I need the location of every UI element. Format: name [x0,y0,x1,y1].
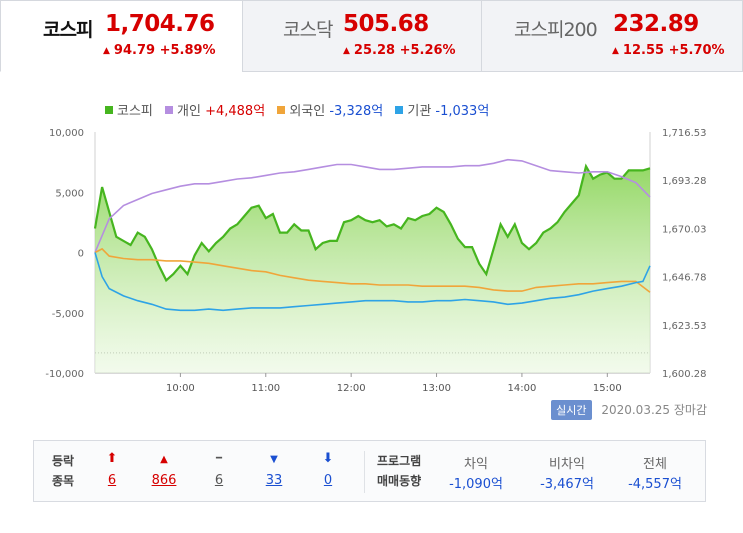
breadth-rising-count[interactable]: 866 [151,473,177,488]
program-arbitrage-header: 차익 [464,457,488,472]
y-left-tick-label: 10,000 [49,128,84,139]
tab-kospi200-price: 232.89 [613,11,699,37]
tab-kospi-change-value: 94.79 +5.89% [113,43,216,58]
y-left-tick-label: 5,000 [55,188,84,199]
x-tick-label: 10:00 [166,383,195,394]
chart-legend: 코스피 개인 +4,488억 외국인 -3,328억 기관 -1,033억 [105,100,497,119]
square-icon [105,106,113,114]
kospi-line [93,163,651,283]
y-right-tick-label: 1,646.78 [662,273,707,284]
tab-kospi[interactable]: 코스피 1,704.76 ▲ 94.79 +5.89% [0,0,243,72]
program-nonarbitrage-header: 비차익 [549,457,585,472]
breadth-upper-limit-count[interactable]: 6 [107,473,117,488]
tab-kosdaq-name: 코스닥 [283,19,333,41]
y-left-tick-label: -10,000 [45,369,84,380]
legend-kospi-label: 코스피 [117,104,153,119]
breadth-label-line1: 등락 [52,454,75,468]
kospi-area [95,166,650,373]
foreign-line [94,247,651,293]
breadth-unchanged-count[interactable]: 6 [214,473,224,488]
program-nonarbitrage-value: -3,467억 [540,477,594,492]
status-session: 장마감 [673,403,707,417]
breadth-label-line2: 종목 [52,474,75,488]
tab-kospi-price: 1,704.76 [105,11,215,37]
legend-foreign[interactable]: 외국인 -3,328억 [277,100,383,119]
arrow-down-bold-icon: ⬇ [322,451,334,466]
program-label: 프로그램 매매동향 [377,451,421,491]
market-breadth-panel: 등락 종목 ⬆ 6 ▲ 866 ━ 6 ▼ 33 ⬇ 0 프로그램 매매동향 차… [33,440,706,502]
tab-kospi200-name: 코스피200 [514,19,598,41]
legend-institution-value: -1,033억 [435,104,490,119]
square-icon [395,106,404,114]
breadth-lower-limit-count[interactable]: 0 [323,473,333,488]
program-arbitrage-value: -1,090억 [449,477,503,492]
tab-kospi-name: 코스피 [43,19,93,41]
square-icon [165,106,174,114]
x-tick-label: 13:00 [422,383,451,394]
program-total-header: 전체 [643,457,667,472]
legend-individual-value: +4,488억 [205,104,266,119]
square-icon [277,106,286,114]
y-right-tick-label: 1,716.53 [662,128,707,139]
tab-kospi200[interactable]: 코스피200 232.89 ▲ 12.55 +5.70% [481,0,743,72]
institution-line [94,252,651,312]
index-tabs: 코스피 1,704.76 ▲ 94.79 +5.89% 코스닥 505.68 ▲ 2… [0,0,743,72]
triangle-up-icon: ▲ [103,46,110,56]
legend-kospi[interactable]: 코스피 [105,100,153,119]
status-row: 실시간 2020.03.25 장마감 [551,400,707,420]
breadth-falling-count[interactable]: 33 [265,473,283,488]
legend-institution-label: 기관 [407,104,432,119]
arrow-up-bold-icon: ⬆ [106,451,118,466]
triangle-down-icon: ▼ [270,454,278,465]
legend-individual[interactable]: 개인 +4,488억 [165,100,265,119]
program-label-line2: 매매동향 [377,474,422,488]
y-left-tick-label: 0 [78,249,84,260]
y-right-tick-label: 1,600.28 [662,369,707,380]
legend-foreign-label: 외국인 [289,104,326,119]
y-right-tick-label: 1,693.28 [662,176,707,187]
individual-line [94,158,651,253]
legend-foreign-value: -3,328억 [329,104,384,119]
legend-institution[interactable]: 기관 -1,033억 [395,100,489,119]
program-label-line1: 프로그램 [377,454,422,468]
x-tick-label: 14:00 [508,383,537,394]
x-tick-label: 11:00 [251,383,280,394]
tab-kosdaq-change: ▲ 25.28 +5.26% [343,43,456,58]
x-tick-label: 15:00 [593,383,622,394]
tab-kospi200-change: ▲ 12.55 +5.70% [612,43,725,58]
legend-individual-label: 개인 [177,104,201,119]
y-left-tick-label: -5,000 [52,309,84,320]
status-date: 2020.03.25 [601,403,671,417]
y-right-tick-label: 1,670.03 [662,224,707,235]
dash-icon: ━ [215,453,223,464]
breadth-label: 등락 종목 [52,451,74,491]
tab-kospi200-change-value: 12.55 +5.70% [622,43,725,58]
y-right-tick-label: 1,623.53 [662,321,707,332]
triangle-up-icon: ▲ [612,46,619,56]
realtime-button[interactable]: 실시간 [551,400,592,420]
tab-kospi-change: ▲ 94.79 +5.89% [103,43,216,58]
tab-kosdaq[interactable]: 코스닥 505.68 ▲ 25.28 +5.26% [242,0,482,72]
program-total-value: -4,557억 [628,477,682,492]
x-tick-label: 12:00 [337,383,366,394]
tab-kosdaq-price: 505.68 [343,11,429,37]
tab-kosdaq-change-value: 25.28 +5.26% [353,43,456,58]
triangle-up-icon: ▲ [343,46,350,56]
panel-divider [364,451,365,493]
triangle-up-icon: ▲ [160,454,168,465]
